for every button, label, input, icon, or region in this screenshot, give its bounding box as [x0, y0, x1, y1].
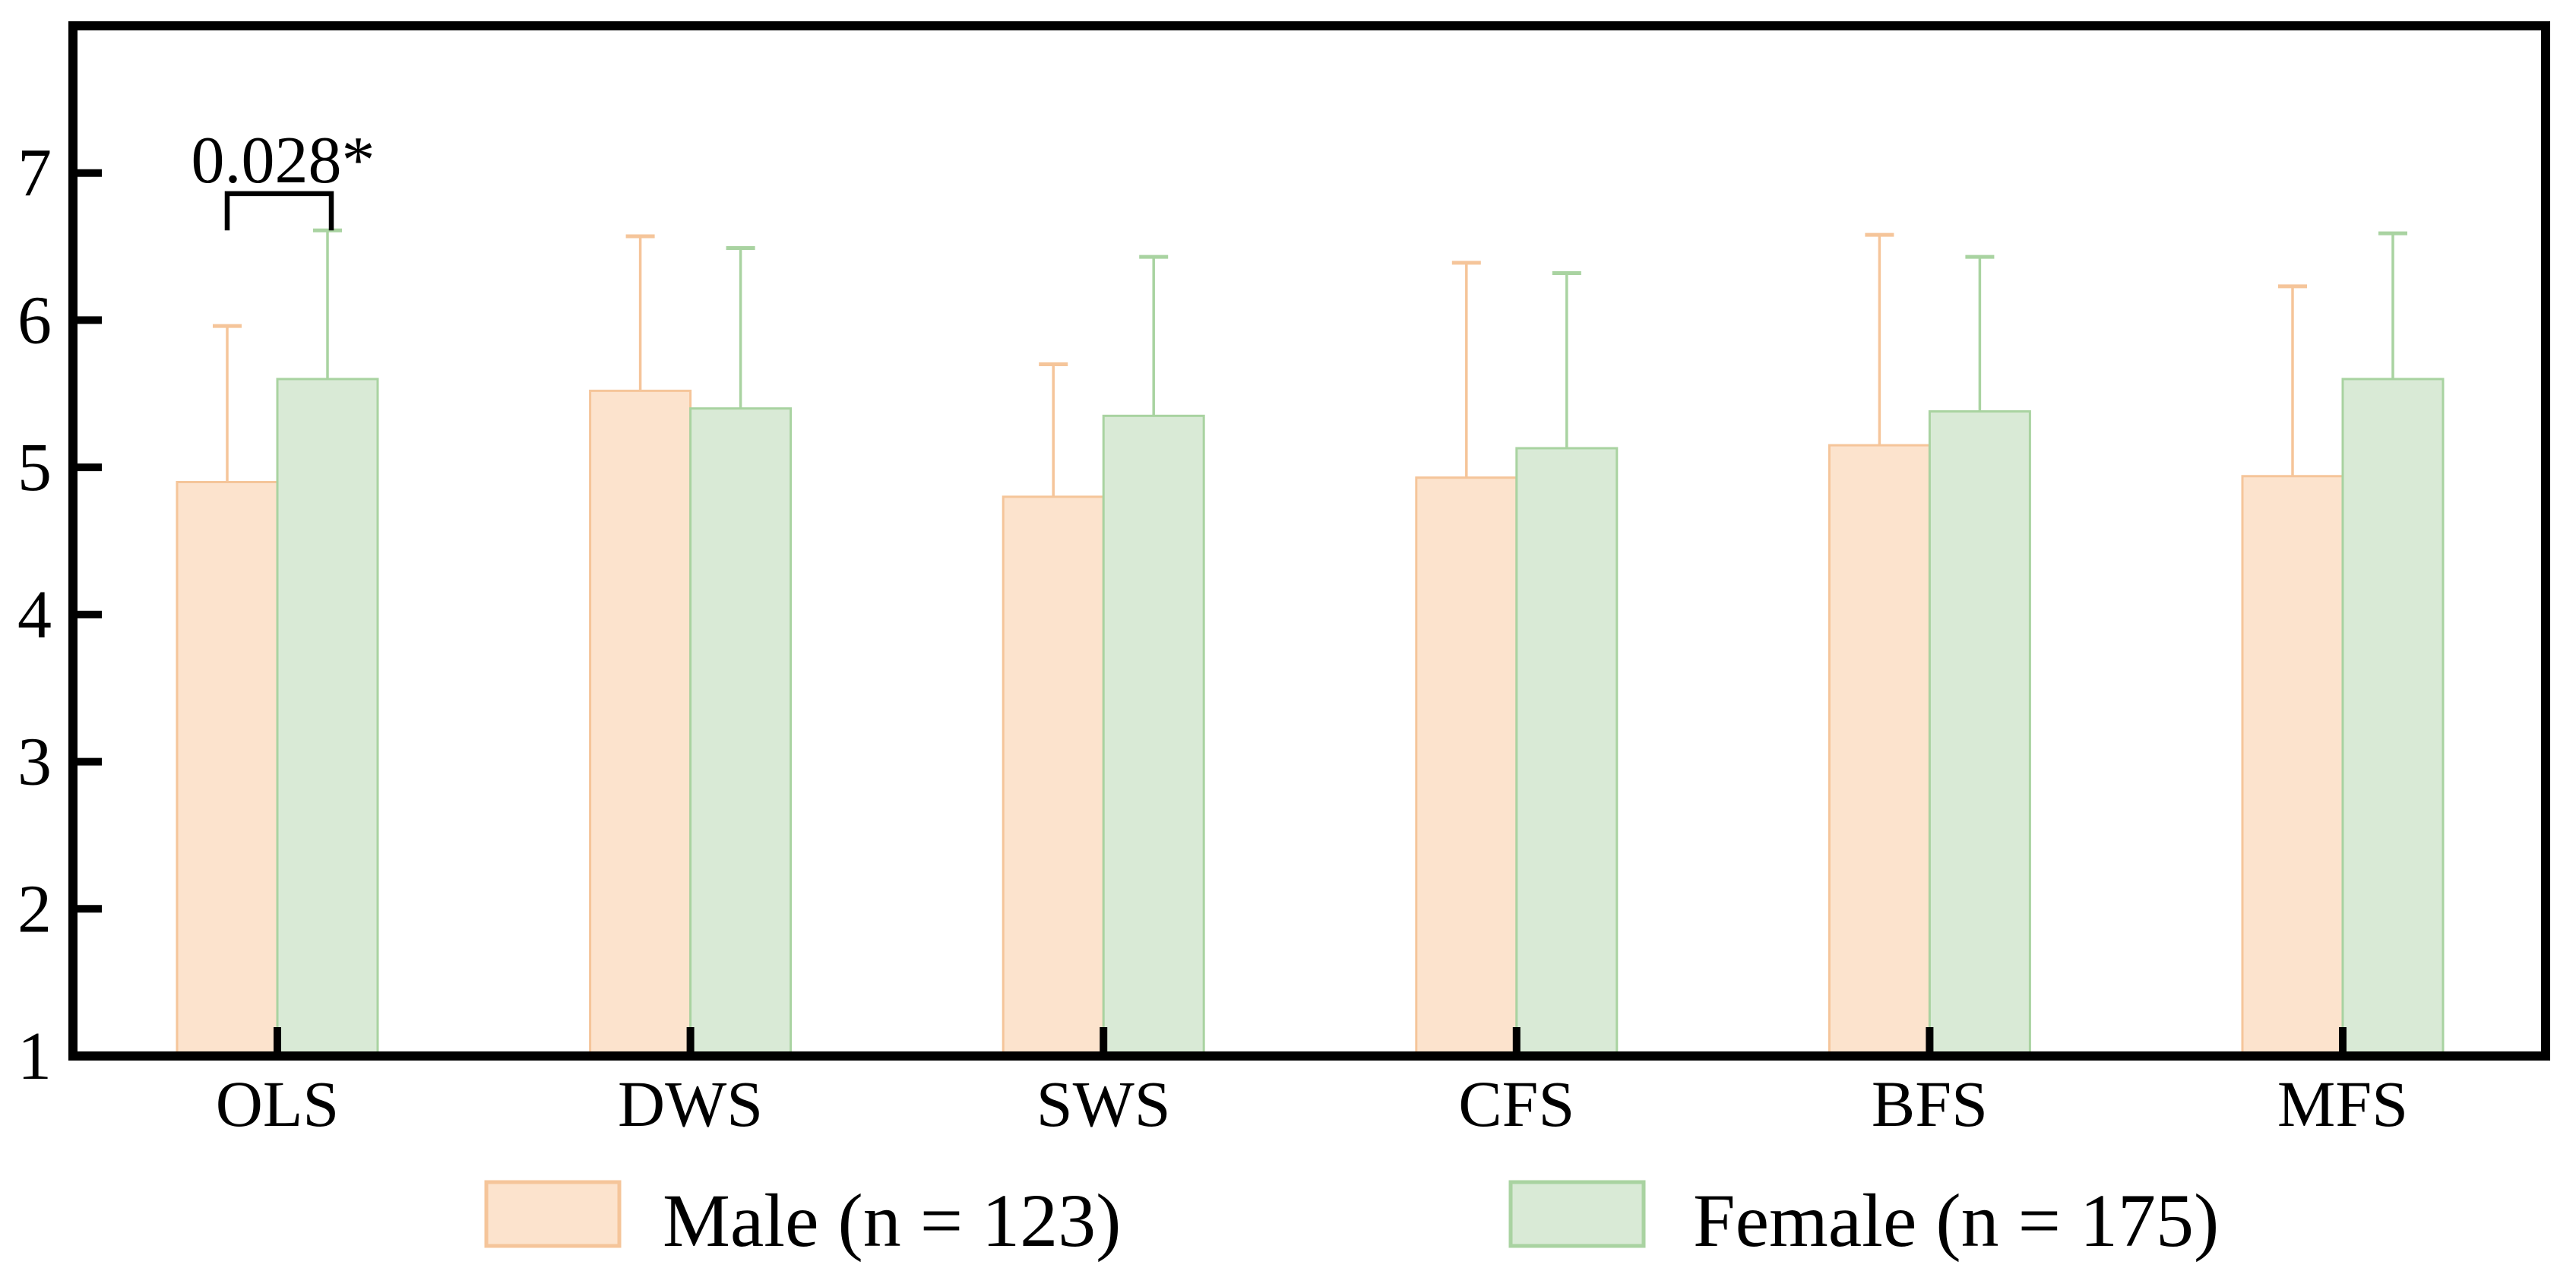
significance-bracket	[224, 191, 334, 231]
bar-female-mfs	[2341, 378, 2445, 1058]
bar-female-bfs	[1928, 410, 2031, 1058]
legend-swatch-female	[1508, 1180, 1646, 1248]
y-axis-label-3: 3	[17, 725, 52, 800]
bar-female-ols	[276, 378, 379, 1058]
bar-female-sws	[1102, 414, 1205, 1058]
bar-female-cfs	[1515, 447, 1619, 1058]
y-axis-label-2: 2	[17, 871, 52, 947]
x-axis-label-dws: DWS	[618, 1067, 763, 1140]
bar-male-mfs	[2241, 475, 2344, 1058]
y-axis-label-6: 6	[17, 283, 52, 358]
bar-male-sws	[1002, 495, 1105, 1058]
bar-female-dws	[689, 407, 793, 1058]
y-axis-label-4: 4	[17, 577, 52, 653]
x-axis-label-sws: SWS	[1036, 1067, 1171, 1140]
x-axis-label-ols: OLS	[216, 1067, 339, 1140]
y-axis-label-1: 1	[17, 1019, 52, 1094]
x-axis-label-cfs: CFS	[1458, 1067, 1574, 1140]
x-axis-label-mfs: MFS	[2277, 1067, 2408, 1140]
significance-label: 0.028*	[191, 124, 375, 198]
legend-label-female: Female (n = 175)	[1693, 1178, 2219, 1263]
bar-male-cfs	[1415, 476, 1518, 1058]
x-axis-label-bfs: BFS	[1872, 1067, 1988, 1140]
bar-male-bfs	[1828, 444, 1931, 1058]
bar-male-ols	[176, 481, 279, 1058]
bar-male-dws	[589, 389, 692, 1058]
legend-swatch-male	[484, 1180, 622, 1248]
plot-frame	[68, 21, 2550, 1061]
y-axis-label-7: 7	[17, 136, 52, 211]
legend-label-male: Male (n = 123)	[663, 1178, 1121, 1263]
y-axis-label-5: 5	[17, 430, 52, 505]
